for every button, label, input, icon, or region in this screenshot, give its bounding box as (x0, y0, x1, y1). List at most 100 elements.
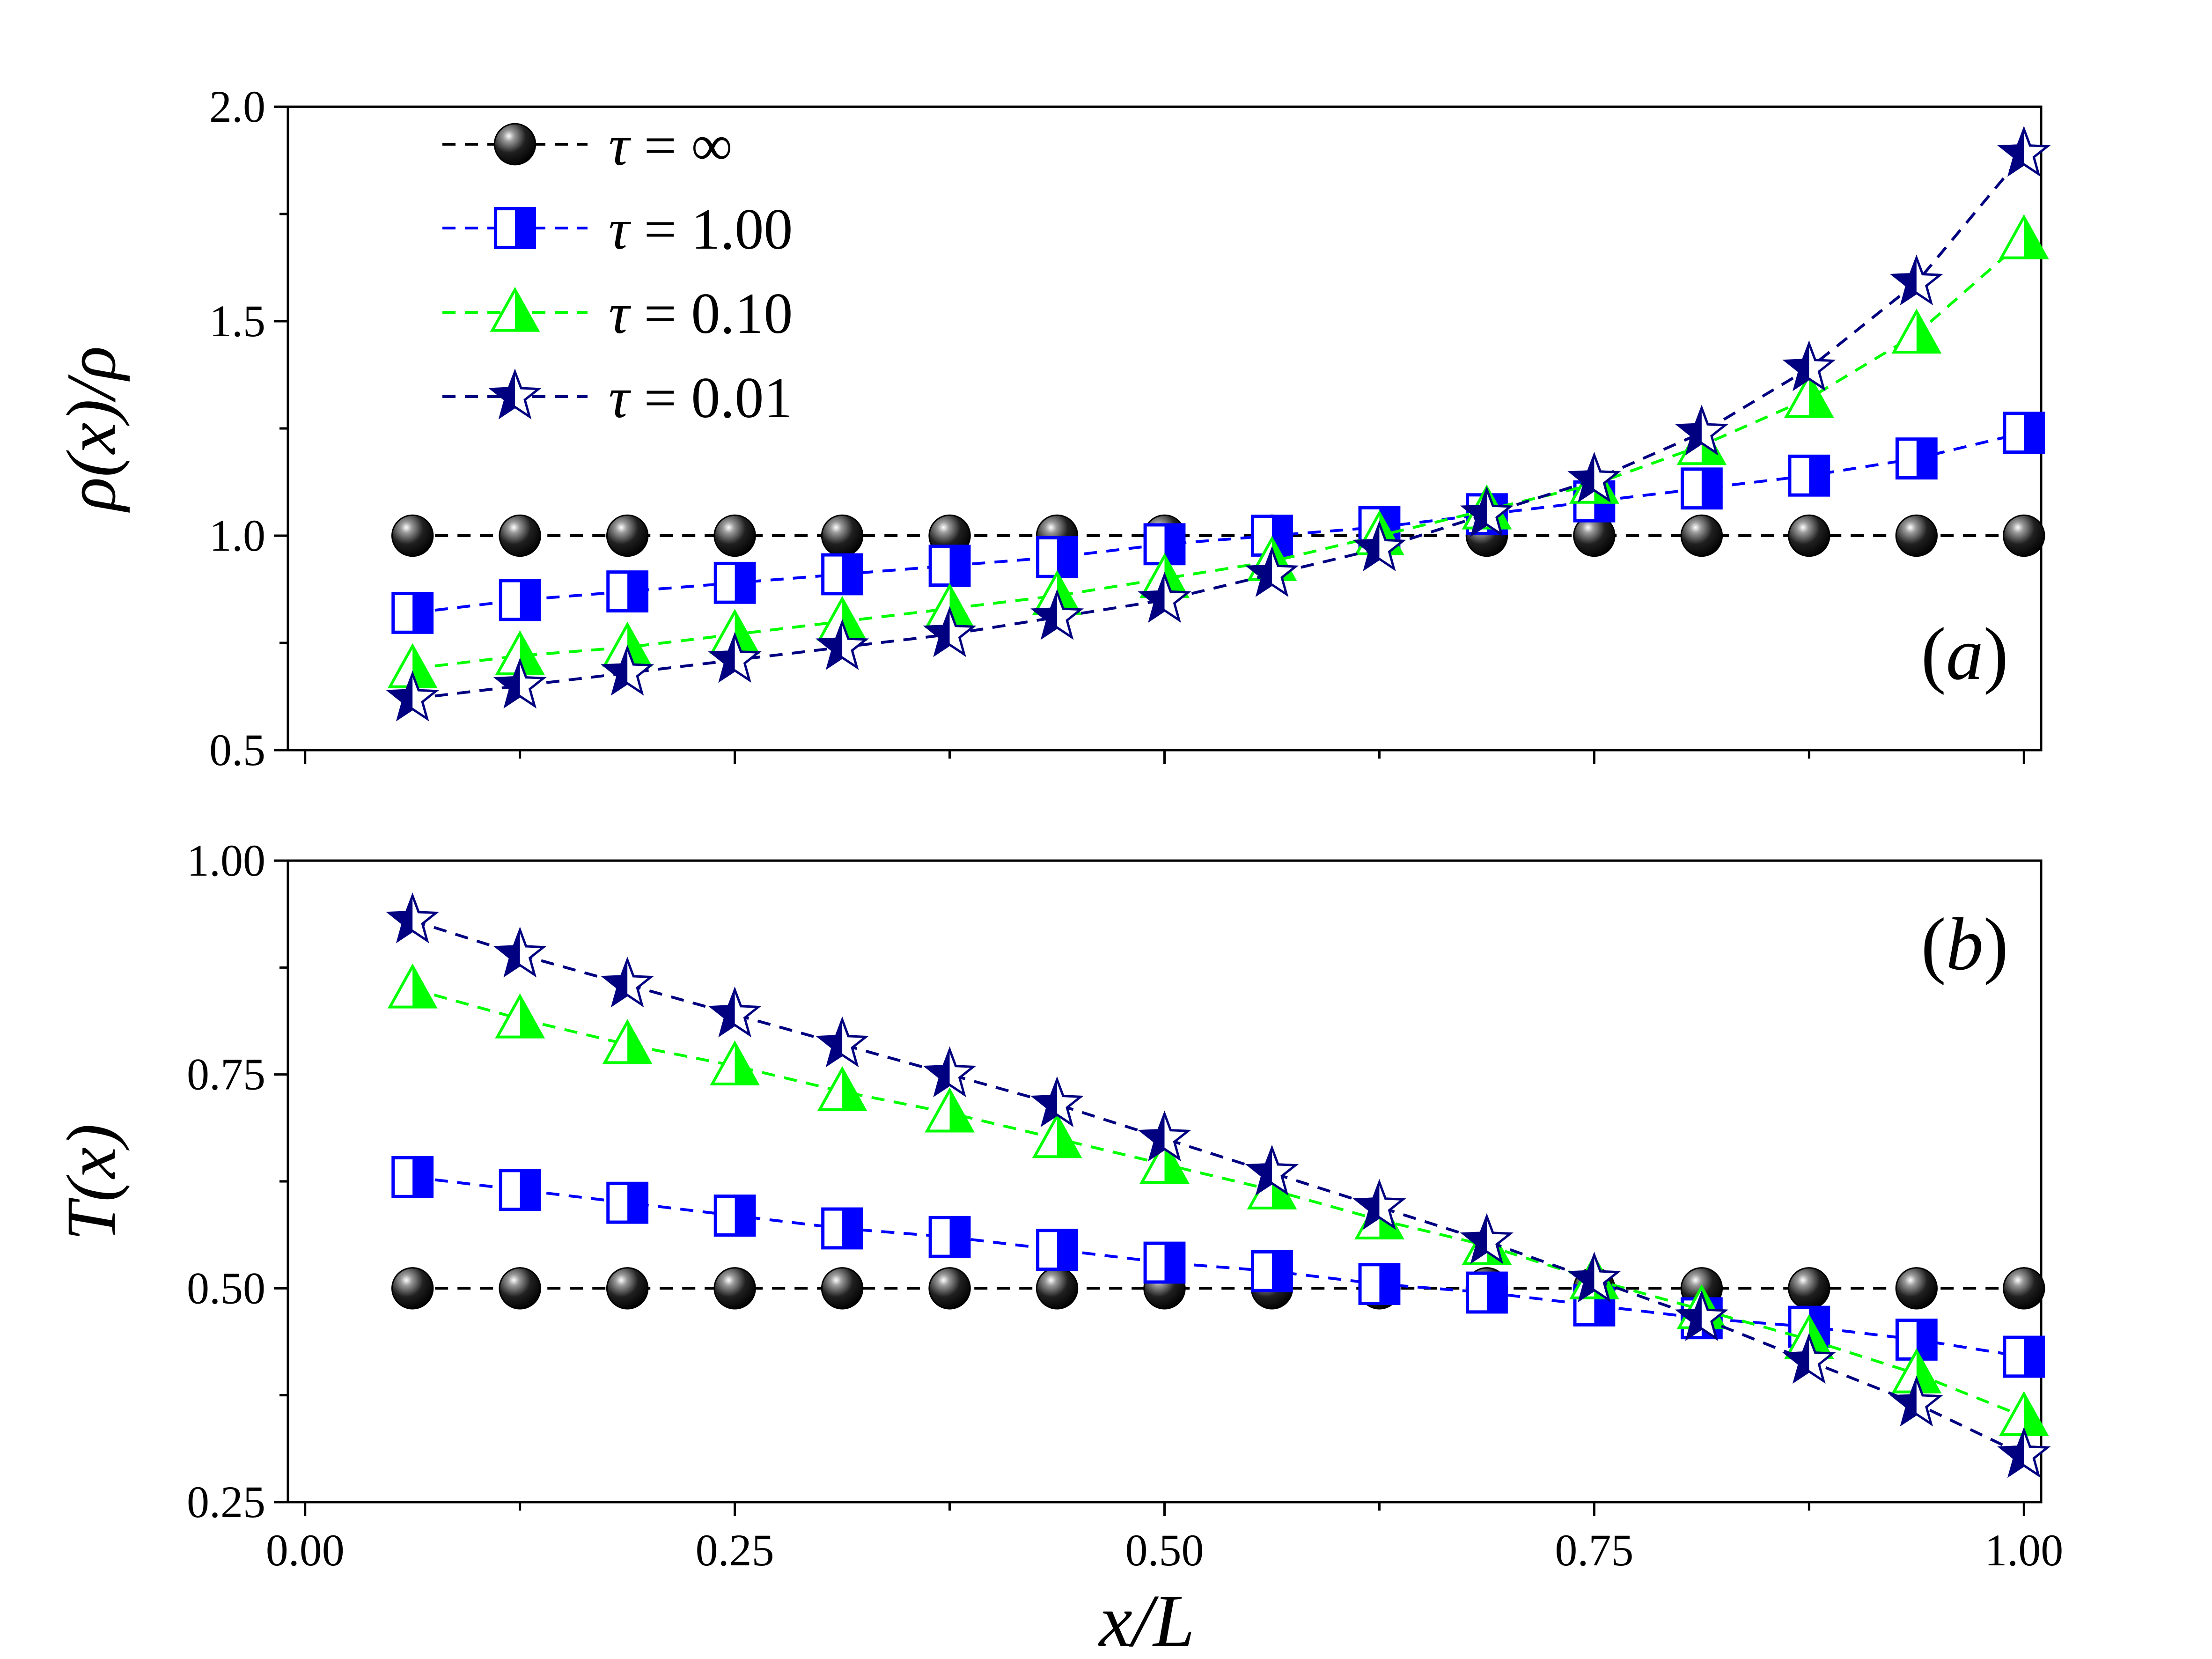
data-point (1030, 1076, 1084, 1128)
data-point (1680, 514, 1723, 557)
data-point-fill (520, 1170, 540, 1209)
legend-entry: τ = 1.00 (442, 197, 793, 261)
data-point (1036, 1267, 1079, 1310)
data-point-shape (1788, 514, 1830, 557)
legend: τ = ∞ τ = 1.00 τ = 0.10 τ = 0.01 (442, 113, 793, 430)
data-point (1895, 514, 1938, 557)
data-point-fill (496, 661, 520, 706)
data-point-fill (1916, 1351, 1940, 1392)
data-point (1036, 1229, 1078, 1271)
panel-a: 0.51.01.52.0 τ = ∞ τ = 1.00 τ = 0.10 τ = 0.… (52, 81, 2051, 775)
data-point (923, 606, 977, 657)
data-point-fill (735, 612, 757, 653)
data-point (386, 892, 440, 944)
data-point-fill (2000, 1430, 2024, 1475)
panel-a-series (386, 125, 2051, 722)
data-point (2003, 412, 2045, 454)
data-point-fill (949, 586, 972, 627)
data-point (815, 619, 869, 670)
data-point-fill (949, 1217, 969, 1257)
data-point (1889, 1375, 1943, 1427)
data-point (391, 514, 434, 557)
legend-marker (490, 287, 540, 332)
legend-value: = ∞ (629, 113, 732, 177)
series-half-square (391, 1156, 2045, 1378)
data-point (821, 1267, 864, 1310)
series-line (412, 238, 2025, 670)
panel-b-series (386, 892, 2051, 1478)
y-tick-label: 1.00 (187, 835, 265, 885)
data-point (600, 956, 654, 1008)
series-half-star (386, 892, 2051, 1478)
data-point-fill (1248, 1148, 1272, 1193)
panel-b-y-tick-labels: 0.25 0.50 0.75 1.00 (187, 835, 265, 1527)
data-point (493, 926, 547, 978)
data-point (499, 514, 541, 557)
data-point (928, 1267, 971, 1310)
data-point (1032, 1113, 1082, 1158)
y-tick-label: 0.50 (187, 1263, 265, 1313)
data-point-fill (520, 581, 540, 619)
legend-marker-fill (515, 208, 535, 248)
panel-a-label: (a) (1921, 612, 2008, 695)
data-point-fill (949, 1090, 972, 1131)
panel-b-label: (b) (1921, 902, 2008, 986)
data-point-fill (1057, 538, 1077, 577)
data-point-fill (627, 1022, 650, 1063)
data-point-fill (603, 648, 628, 693)
data-point (1782, 1333, 1836, 1384)
data-point (1997, 1427, 2051, 1478)
data-point (708, 632, 762, 683)
data-point (2003, 1335, 2045, 1378)
x-tick-label: 0.00 (266, 1525, 345, 1575)
data-point-fill (1678, 1293, 1702, 1339)
data-point (1567, 451, 1621, 503)
data-point (923, 1046, 977, 1098)
data-point-fill (1486, 1273, 1507, 1312)
panel-b-label-close: ) (1984, 902, 2008, 986)
data-point-shape (1788, 1267, 1830, 1310)
data-point (1788, 454, 1830, 497)
data-point (386, 671, 440, 722)
data-point (1675, 405, 1729, 456)
data-point-fill (1916, 311, 1940, 353)
data-point (821, 514, 864, 557)
series-ball (391, 1267, 2045, 1310)
data-point (391, 591, 434, 634)
data-point-fill (603, 960, 628, 1005)
data-point-fill (735, 1043, 757, 1084)
data-point (1251, 1250, 1293, 1292)
data-point-fill (2024, 1394, 2047, 1435)
data-point-shape (1680, 514, 1723, 557)
legend-label: τ = 0.01 (609, 366, 793, 430)
data-point-fill (735, 563, 755, 603)
data-point-fill (1356, 524, 1380, 569)
panel-a-y-tick-labels: 0.5 1.0 1.5 2.0 (209, 81, 265, 775)
data-point (1891, 309, 1942, 354)
data-point-shape (821, 1267, 864, 1310)
data-point-shape (1895, 514, 1938, 557)
data-point (925, 1087, 975, 1133)
data-point-fill (842, 598, 865, 640)
data-point-fill (1916, 439, 1936, 478)
legend-tau: τ (609, 197, 632, 261)
data-point-fill (2000, 129, 2024, 174)
legend-value: = 0.10 (629, 281, 793, 346)
data-point-fill (412, 646, 435, 687)
data-point (1036, 536, 1078, 578)
data-point (1782, 340, 1836, 391)
data-point-shape (821, 514, 864, 557)
data-point (1352, 1179, 1406, 1230)
data-point-fill (520, 996, 543, 1037)
data-point-fill (711, 635, 735, 680)
data-point-fill (2024, 1337, 2043, 1376)
panel-b: 0.250.500.751.00 0.00 0.25 0.50 0.75 1.00 T(… (52, 835, 2063, 1659)
legend-label: τ = 0.10 (609, 281, 793, 346)
data-point-fill (1141, 1113, 1165, 1159)
data-point-fill (949, 546, 969, 585)
data-point (606, 1267, 649, 1310)
data-point (1895, 1267, 1938, 1310)
data-point-fill (1033, 592, 1058, 637)
data-point-shape (606, 1267, 649, 1310)
